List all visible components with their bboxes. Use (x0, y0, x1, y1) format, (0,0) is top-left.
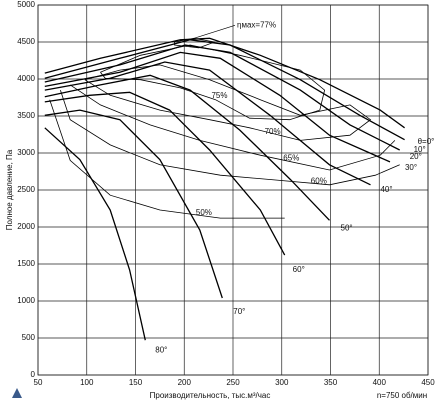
y-tick-label: 4500 (17, 37, 35, 46)
curve (174, 37, 216, 49)
y-tick-label: 4000 (17, 74, 35, 83)
curve (44, 109, 223, 299)
curve-label: θ=0° (418, 137, 435, 146)
y-tick-label: 2500 (17, 185, 35, 194)
curve (44, 39, 405, 141)
y-tick-label: 1500 (17, 259, 35, 268)
y-tick-label: 2000 (17, 222, 35, 231)
curve-label: 80° (155, 345, 167, 354)
x-tick-label: 200 (178, 378, 192, 387)
curve (44, 127, 146, 341)
y-tick-label: 3500 (17, 111, 35, 120)
curve (60, 89, 400, 186)
curve (44, 74, 330, 221)
leader-line (193, 25, 236, 39)
x-tick-label: 350 (324, 378, 338, 387)
curve-label: 65% (283, 153, 299, 162)
curve-label: 60° (293, 265, 305, 274)
curve-label: 70° (233, 307, 245, 316)
curve (69, 84, 396, 171)
annotation: n=750 об/мин (377, 391, 427, 400)
x-tick-label: 50 (34, 378, 43, 387)
curve-label: 40° (380, 185, 392, 194)
x-tick-label: 100 (80, 378, 94, 387)
y-tick-label: 0 (31, 370, 36, 379)
curve-label: 50° (341, 223, 353, 232)
curve-label: 75% (211, 91, 227, 100)
curve-label: 50% (196, 208, 212, 217)
y-tick-label: 1000 (17, 296, 35, 305)
y-axis-title: Полное давление, Па (5, 149, 14, 230)
curve (44, 91, 286, 256)
curve-label: 10° (414, 145, 426, 154)
x-tick-label: 150 (129, 378, 143, 387)
curve-label: 70% (265, 127, 281, 136)
x-tick-label: 300 (275, 378, 289, 387)
curve (44, 51, 391, 163)
curve (100, 44, 326, 121)
y-tick-label: 5000 (17, 0, 35, 9)
x-axis-title: Производительность, тыс.м³/час (150, 391, 271, 400)
x-tick-label: 450 (421, 378, 435, 387)
curve-label: 30° (405, 163, 417, 172)
curve-label: 20° (410, 152, 422, 161)
x-tick-label: 250 (226, 378, 240, 387)
logo-icon (12, 388, 22, 398)
y-tick-label: 3000 (17, 148, 35, 157)
curve-label: ηмах=77% (237, 20, 276, 29)
x-tick-label: 400 (373, 378, 387, 387)
curve (44, 44, 400, 151)
y-tick-label: 500 (22, 333, 36, 342)
curve (49, 99, 285, 219)
curve (84, 64, 372, 141)
curve-label: 60% (311, 176, 327, 185)
